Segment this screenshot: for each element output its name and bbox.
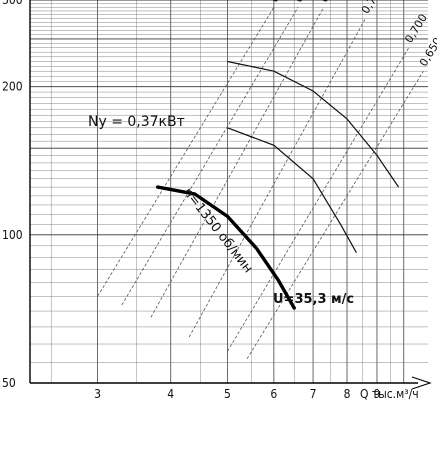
x-tick-label: 3 xyxy=(94,387,101,401)
efficiency-line xyxy=(246,71,424,359)
x-tick-label: 7 xyxy=(310,387,317,401)
x-tick-label: 4 xyxy=(167,387,174,401)
power-curve xyxy=(227,60,400,188)
efficiency-line xyxy=(97,7,275,297)
power-annotation: Ny = 0,37кВт xyxy=(88,114,185,130)
speed-annotation: n=1350 об/мин xyxy=(180,185,256,276)
efficiency-label: 0,600 xyxy=(267,0,295,5)
efficiency-label: 0,700 xyxy=(402,12,430,46)
power-curve xyxy=(227,127,357,253)
y-tick-label: 100 xyxy=(2,228,23,242)
efficiency-lines xyxy=(97,7,424,359)
grid xyxy=(30,0,428,383)
y-tick-label: 200 xyxy=(2,80,23,94)
y-tick-label: 300 xyxy=(2,0,23,7)
efficiency-label: 0,720 xyxy=(359,0,387,16)
x-axis-arrow xyxy=(411,376,432,390)
x-tick-label: 6 xyxy=(270,387,277,401)
axes xyxy=(29,0,432,390)
x-tick-label: 9 xyxy=(374,387,381,401)
efficiency-line xyxy=(188,18,366,338)
labels: 0,6000,6500,7000,7200,7000,6505010020030… xyxy=(2,0,437,401)
efficiency-label: 0,700 xyxy=(317,0,345,5)
x-tick-label: 8 xyxy=(344,387,351,401)
efficiency-line xyxy=(227,47,410,352)
pressure-curve xyxy=(156,185,296,310)
x-axis-label: Q тыс.м³/ч xyxy=(360,387,419,401)
velocity-annotation: U=35,3 м/с xyxy=(273,292,354,307)
curves xyxy=(156,60,400,310)
x-tick-label: 5 xyxy=(224,387,231,401)
y-tick-label: 50 xyxy=(2,376,16,390)
efficiency-line xyxy=(121,7,299,306)
efficiency-label: 0,650 xyxy=(292,0,320,5)
efficiency-line xyxy=(150,7,325,318)
